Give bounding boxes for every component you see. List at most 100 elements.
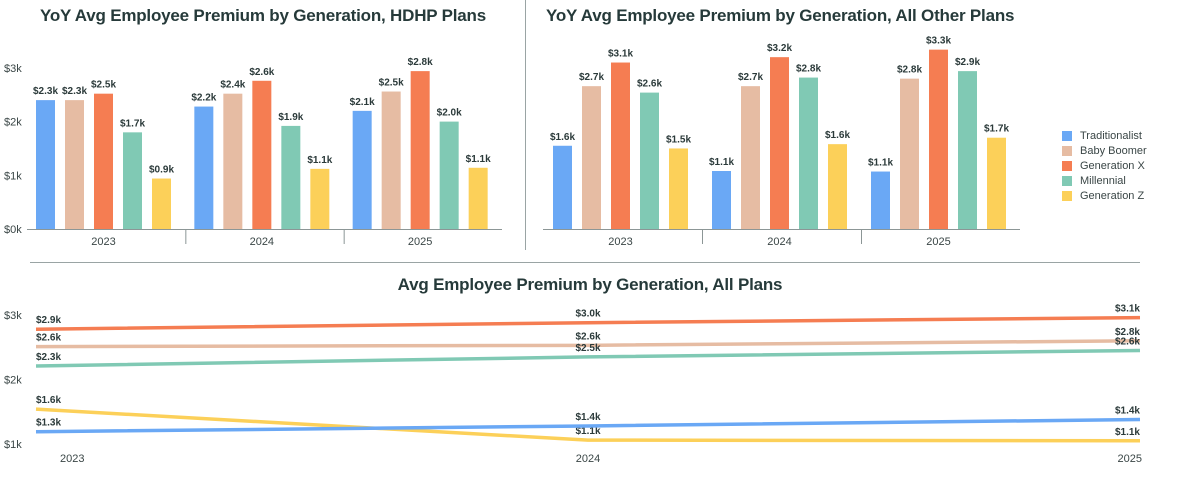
line-label-millennial-2023: $2.3k: [36, 352, 61, 363]
legend-label-baby-boomer: Baby Boomer: [1080, 144, 1147, 157]
line-ytick-2: $3k: [4, 310, 22, 322]
line-label-traditionalist-2025: $1.4k: [1115, 405, 1140, 416]
line-label-baby-boomer-2025: $2.8k: [1115, 327, 1140, 338]
hdhp-chart-title: YoY Avg Employee Premium by Generation, …: [40, 6, 486, 25]
chart0-label-baby-boomer-2025: $2.5k: [379, 78, 404, 89]
chart0-bar-generation-z-2024: [310, 168, 330, 229]
chart1-label-generation-z-2023: $1.5k: [666, 134, 691, 145]
chart0-bar-generation-z-2025: [468, 167, 488, 229]
line-xtick-2025: 2025: [1118, 453, 1142, 465]
chart1-label-millennial-2023: $2.6k: [637, 79, 662, 90]
chart0-bar-traditionalist-2023: [36, 100, 55, 230]
line-label-baby-boomer-2023: $2.6k: [36, 333, 61, 344]
legend: Traditionalist Baby Boomer Generation X …: [1062, 128, 1147, 203]
vertical-divider: [525, 0, 526, 250]
chart1-bar-baby-boomer-2025: [900, 78, 919, 229]
chart0-label-generation-z-2025: $1.1k: [466, 154, 491, 165]
chart1-bar-generation-z-2024: [828, 144, 847, 229]
legend-item-generation-z: Generation Z: [1062, 188, 1147, 203]
legend-swatch-baby-boomer: [1062, 145, 1072, 156]
chart1-bar-generation-z-2023: [669, 148, 688, 229]
chart0-label-generation-x-2023: $2.5k: [91, 80, 116, 91]
chart0-label-baby-boomer-2023: $2.3k: [62, 86, 87, 97]
chart0-label-generation-x-2025: $2.8k: [408, 57, 433, 68]
chart1-label-generation-z-2024: $1.6k: [825, 130, 850, 141]
line-label-baby-boomer-2024: $2.6k: [575, 331, 600, 342]
chart1-bar-baby-boomer-2023: [582, 86, 601, 230]
chart0-bar-baby-boomer-2025: [381, 91, 401, 229]
other-plans-chart-title: YoY Avg Employee Premium by Generation, …: [546, 6, 1015, 25]
chart0-bar-millennial-2023: [123, 132, 142, 229]
line-label-millennial-2024: $2.5k: [575, 343, 600, 354]
chart1-label-traditionalist-2025: $1.1k: [868, 158, 893, 169]
chart1-bar-generation-x-2025: [929, 49, 948, 229]
chart1-xtick-2025: 2025: [926, 236, 950, 248]
chart0-ytick-2: $2k: [4, 117, 22, 129]
line-xtick-2024: 2024: [576, 453, 600, 465]
legend-label-generation-x: Generation X: [1080, 159, 1145, 172]
chart0-bar-baby-boomer-2024: [223, 93, 243, 230]
line-xtick-2023: 2023: [60, 453, 84, 465]
chart1-label-generation-x-2025: $3.3k: [926, 36, 951, 47]
chart0-label-traditionalist-2024: $2.2k: [191, 93, 216, 104]
chart1-bar-generation-z-2025: [987, 137, 1006, 229]
line-label-generation-x-2023: $2.9k: [36, 315, 61, 326]
chart1-label-millennial-2025: $2.9k: [955, 57, 980, 68]
legend-item-baby-boomer: Baby Boomer: [1062, 143, 1147, 158]
legend-swatch-generation-x: [1062, 160, 1072, 171]
chart0-xtick-2024: 2024: [250, 236, 274, 248]
chart0-ytick-0: $0k: [4, 224, 22, 236]
legend-item-generation-x: Generation X: [1062, 158, 1147, 173]
chart1-label-generation-x-2023: $3.1k: [608, 49, 633, 60]
chart1-bar-generation-x-2024: [770, 57, 789, 229]
line-series-millennial: [35, 348, 1141, 368]
chart1-bar-traditionalist-2024: [712, 171, 731, 229]
line-label-generation-x-2024: $3.0k: [575, 309, 600, 320]
legend-swatch-millennial: [1062, 175, 1072, 186]
chart0-label-millennial-2024: $1.9k: [278, 112, 303, 123]
chart1-xtick-2023: 2023: [608, 236, 632, 248]
chart0-bar-millennial-2025: [439, 121, 459, 229]
chart1-bar-traditionalist-2025: [871, 171, 890, 229]
chart1-bar-baby-boomer-2024: [741, 86, 760, 230]
chart1-bar-millennial-2023: [640, 92, 659, 230]
chart0-label-generation-z-2024: $1.1k: [307, 155, 332, 166]
line-ytick-1: $2k: [4, 375, 22, 387]
line-series-generation-z: [35, 407, 1141, 443]
legend-swatch-generation-z: [1062, 190, 1072, 201]
line-series-generation-x: [35, 315, 1141, 331]
line-label-generation-z-2023: $1.6k: [36, 395, 61, 406]
chart0-label-traditionalist-2023: $2.3k: [33, 86, 58, 97]
chart1-label-traditionalist-2023: $1.6k: [550, 132, 575, 143]
chart0-label-millennial-2023: $1.7k: [120, 118, 145, 129]
line-label-generation-z-2024: $1.1k: [575, 426, 600, 437]
line-label-generation-x-2025: $3.1k: [1115, 304, 1140, 315]
chart1-xtick-2024: 2024: [767, 236, 791, 248]
line-label-traditionalist-2023: $1.3k: [36, 418, 61, 429]
horizontal-divider: [30, 262, 1140, 263]
legend-item-traditionalist: Traditionalist: [1062, 128, 1147, 143]
chart0-label-millennial-2025: $2.0k: [437, 108, 462, 119]
chart1-label-generation-x-2024: $3.2k: [767, 43, 792, 54]
chart0-xtick-2025: 2025: [408, 236, 432, 248]
legend-label-traditionalist: Traditionalist: [1080, 129, 1142, 142]
legend-item-millennial: Millennial: [1062, 173, 1147, 188]
chart0-label-generation-z-2023: $0.9k: [149, 165, 174, 176]
chart1-label-baby-boomer-2024: $2.7k: [738, 72, 763, 83]
chart0-bar-traditionalist-2024: [194, 106, 214, 229]
chart0-label-generation-x-2024: $2.6k: [249, 67, 274, 78]
legend-label-generation-z: Generation Z: [1080, 189, 1145, 202]
chart1-label-baby-boomer-2025: $2.8k: [897, 65, 922, 76]
line-ytick-0: $1k: [4, 439, 22, 451]
legend-label-millennial: Millennial: [1080, 174, 1126, 187]
chart0-bar-generation-x-2024: [252, 80, 272, 230]
chart0-bar-millennial-2024: [281, 125, 301, 229]
all-plans-chart-title: Avg Employee Premium by Generation, All …: [397, 275, 783, 294]
chart1-label-traditionalist-2024: $1.1k: [709, 157, 734, 168]
chart0-bar-generation-x-2025: [410, 71, 430, 229]
line-label-traditionalist-2024: $1.4k: [575, 412, 600, 423]
chart1-bar-generation-x-2023: [611, 62, 630, 229]
chart0-bar-baby-boomer-2023: [65, 100, 84, 230]
chart0-label-baby-boomer-2024: $2.4k: [220, 80, 245, 91]
